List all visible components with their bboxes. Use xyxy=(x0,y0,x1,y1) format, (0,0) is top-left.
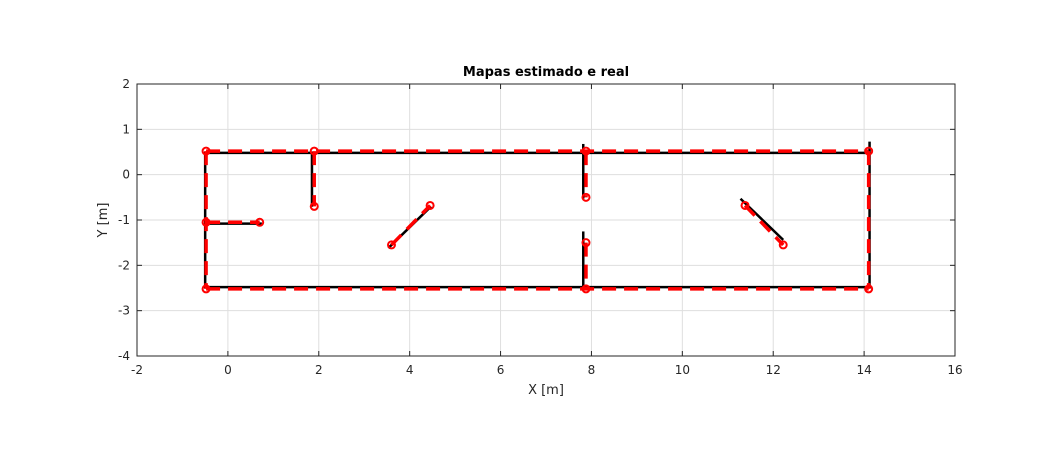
y-axis-label: Y [m] xyxy=(96,203,111,239)
chart-title: Mapas estimado e real xyxy=(463,65,629,80)
y-tick-label: 2 xyxy=(122,77,130,91)
x-tick-label: 14 xyxy=(856,363,871,377)
x-tick-label: 0 xyxy=(224,363,232,377)
x-tick-label: 6 xyxy=(497,363,505,377)
x-tick-label: 8 xyxy=(588,363,596,377)
estimated-vertex-marker xyxy=(581,284,591,294)
estimated-vertex-marker xyxy=(309,146,319,156)
y-tick-label: -1 xyxy=(118,213,130,227)
estimated-vertex-marker xyxy=(864,146,874,156)
estimated-vertex-marker xyxy=(255,217,265,227)
y-tick-label: -2 xyxy=(118,258,130,272)
x-tick-label: 16 xyxy=(947,363,962,377)
y-tick-label: -4 xyxy=(118,349,130,363)
estimated-vertex-marker xyxy=(201,217,211,227)
x-tick-label: 4 xyxy=(406,363,414,377)
estimated-vertex-marker xyxy=(778,240,788,250)
x-tick-label: 10 xyxy=(675,363,690,377)
x-axis-label: X [m] xyxy=(528,383,564,398)
estimated-vertex-marker xyxy=(864,284,874,294)
estimated-vertex-marker xyxy=(581,146,591,156)
x-tick-label: 2 xyxy=(315,363,323,377)
estimated-vertex-marker xyxy=(740,200,750,210)
x-tick-label: 12 xyxy=(766,363,781,377)
estimated-vertex-marker xyxy=(386,240,396,250)
estimated-vertex-marker xyxy=(581,238,591,248)
estimated-vertex-marker xyxy=(581,192,591,202)
estimated-map-segment xyxy=(390,204,432,247)
estimated-vertex-marker xyxy=(201,284,211,294)
plot-data xyxy=(201,141,874,294)
estimated-vertex-marker xyxy=(201,146,211,156)
estimated-vertex-marker xyxy=(425,200,435,210)
y-tick-label: 0 xyxy=(122,168,130,182)
y-tick-label: 1 xyxy=(122,122,130,136)
estimated-map-segment xyxy=(743,204,785,247)
x-tick-label: -2 xyxy=(131,363,143,377)
y-tick-label: -3 xyxy=(118,304,130,318)
estimated-vertex-marker xyxy=(309,201,319,211)
